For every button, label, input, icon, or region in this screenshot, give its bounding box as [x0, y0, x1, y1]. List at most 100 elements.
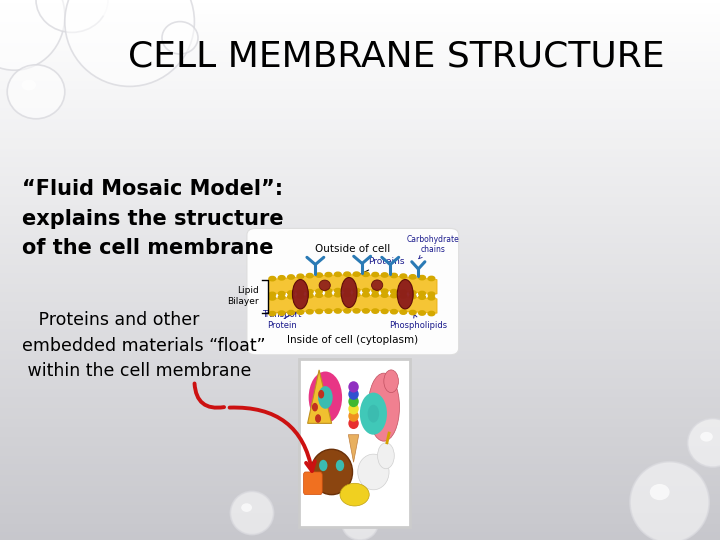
Bar	[0, 378, 720, 381]
Circle shape	[410, 275, 416, 279]
Ellipse shape	[241, 503, 252, 512]
Bar	[0, 254, 720, 256]
Bar	[0, 265, 720, 267]
Circle shape	[325, 273, 332, 277]
Bar	[0, 327, 720, 329]
Bar	[0, 343, 720, 346]
Bar	[0, 516, 720, 518]
Bar	[0, 57, 720, 59]
Bar	[0, 97, 720, 100]
Bar	[0, 432, 720, 435]
Circle shape	[377, 443, 395, 469]
Circle shape	[307, 289, 313, 294]
Circle shape	[419, 295, 426, 299]
Bar	[0, 472, 720, 475]
Bar	[0, 359, 720, 362]
Bar	[0, 462, 720, 464]
Bar	[0, 297, 720, 300]
Circle shape	[391, 289, 397, 294]
Circle shape	[391, 273, 397, 278]
Circle shape	[344, 309, 351, 313]
Bar	[0, 513, 720, 516]
Bar	[0, 456, 720, 459]
Circle shape	[279, 292, 285, 296]
Bar	[0, 381, 720, 383]
Circle shape	[312, 403, 318, 411]
Bar	[0, 27, 720, 30]
Bar	[0, 205, 720, 208]
Bar	[0, 119, 720, 122]
Circle shape	[400, 310, 407, 314]
Bar	[0, 176, 720, 178]
Ellipse shape	[341, 278, 357, 308]
Bar	[0, 243, 720, 246]
Circle shape	[297, 310, 304, 314]
Bar	[0, 429, 720, 432]
Polygon shape	[269, 295, 437, 313]
Bar	[0, 154, 720, 157]
Bar	[0, 273, 720, 275]
Polygon shape	[307, 370, 332, 423]
Bar	[0, 262, 720, 265]
Circle shape	[354, 288, 360, 293]
Bar	[0, 22, 720, 24]
Circle shape	[269, 296, 276, 300]
Ellipse shape	[348, 410, 359, 422]
Bar	[0, 86, 720, 89]
Circle shape	[382, 289, 388, 293]
Bar	[0, 135, 720, 138]
Text: Inside of cell (cytoplasm): Inside of cell (cytoplasm)	[287, 335, 418, 345]
Bar	[0, 502, 720, 505]
Bar	[0, 470, 720, 472]
Ellipse shape	[0, 0, 14, 14]
Circle shape	[372, 309, 379, 313]
Circle shape	[391, 293, 397, 298]
Bar	[0, 211, 720, 213]
Bar	[0, 116, 720, 119]
Bar	[0, 508, 720, 510]
Bar	[0, 73, 720, 76]
Circle shape	[316, 289, 323, 293]
Bar	[0, 340, 720, 343]
Ellipse shape	[162, 22, 198, 54]
Circle shape	[325, 309, 332, 313]
Ellipse shape	[348, 417, 359, 429]
Ellipse shape	[65, 0, 194, 86]
Polygon shape	[348, 435, 359, 462]
Bar	[0, 221, 720, 224]
Bar	[0, 3, 720, 5]
Bar	[0, 356, 720, 359]
Bar	[0, 111, 720, 113]
Bar	[0, 410, 720, 413]
Circle shape	[382, 309, 388, 314]
Ellipse shape	[340, 483, 369, 506]
Ellipse shape	[351, 516, 360, 523]
Bar	[0, 464, 720, 467]
Bar	[0, 373, 720, 375]
Circle shape	[288, 275, 294, 279]
Text: Lipid
Bilayer: Lipid Bilayer	[228, 286, 259, 306]
Circle shape	[400, 290, 407, 294]
Bar	[0, 292, 720, 294]
Circle shape	[335, 293, 341, 297]
Bar	[0, 224, 720, 227]
Bar	[0, 43, 720, 46]
Bar	[0, 178, 720, 181]
Bar	[0, 437, 720, 440]
Bar	[0, 383, 720, 386]
Bar	[0, 259, 720, 262]
Bar	[0, 246, 720, 248]
Bar	[0, 278, 720, 281]
Circle shape	[316, 293, 323, 298]
Circle shape	[372, 293, 379, 297]
Circle shape	[325, 293, 332, 297]
Bar	[0, 286, 720, 289]
Ellipse shape	[22, 80, 36, 91]
Bar	[0, 281, 720, 284]
Ellipse shape	[348, 381, 359, 393]
Bar	[0, 51, 720, 54]
Bar	[0, 68, 720, 70]
Bar	[0, 40, 720, 43]
Bar	[0, 143, 720, 146]
Circle shape	[335, 288, 341, 293]
